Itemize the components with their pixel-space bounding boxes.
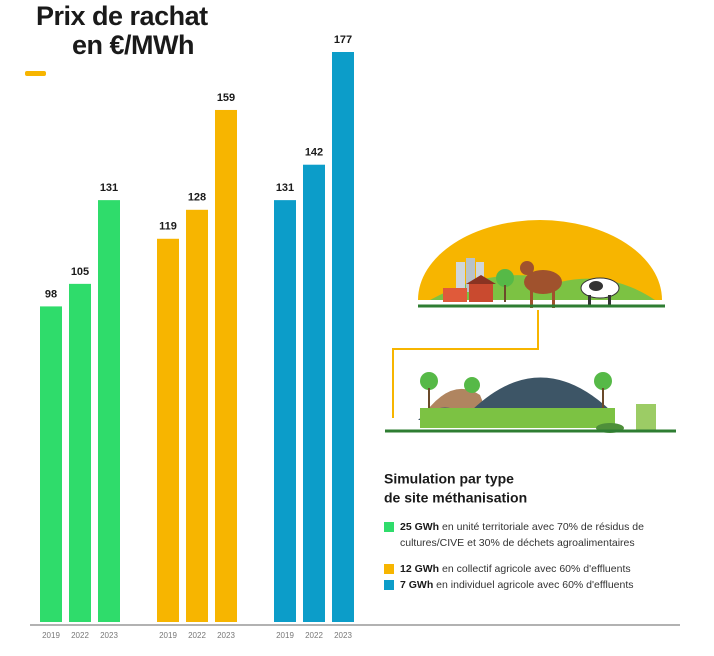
bar [157, 238, 179, 622]
bar [215, 109, 237, 622]
value-label: 128 [188, 192, 206, 204]
bar [274, 200, 296, 622]
bar [332, 52, 354, 622]
x-tick-label: 2019 [276, 631, 294, 640]
x-tick-label: 2023 [217, 631, 235, 640]
legend-entry: 7 GWh en individuel agricole avec 60% d'… [400, 579, 634, 591]
legend-entry: cultures/CIVE et 30% de déchets agroalim… [400, 537, 635, 549]
bar [98, 200, 120, 622]
value-label: 177 [334, 34, 352, 46]
bar [303, 164, 325, 623]
illustration [385, 220, 676, 433]
value-label: 159 [217, 92, 235, 104]
legend-swatch [384, 580, 394, 590]
x-tick-label: 2023 [100, 631, 118, 640]
legend-entry: 25 GWh en unité territoriale avec 70% de… [400, 521, 644, 533]
value-label: 119 [159, 221, 177, 233]
legend-name: 7 GWh [400, 579, 433, 591]
legend-description: cultures/CIVE et 30% de déchets agroalim… [400, 537, 635, 549]
title-accent [25, 71, 46, 76]
value-label: 142 [305, 147, 323, 159]
value-label: 131 [276, 182, 294, 194]
legend-title: Simulation par type [384, 471, 514, 487]
bar [69, 283, 91, 622]
legend-description: en individuel agricole avec 60% d'efflue… [436, 579, 633, 591]
legend-title: de site méthanisation [384, 490, 527, 506]
chart-title: en €/MWh [72, 30, 194, 60]
legend-name: 12 GWh [400, 563, 439, 575]
x-tick-label: 2019 [42, 631, 60, 640]
value-label: 105 [71, 266, 89, 278]
chart-title: Prix de rachat [36, 1, 208, 31]
legend-swatch [384, 522, 394, 532]
x-tick-label: 2022 [188, 631, 206, 640]
legend-entry: 12 GWh en collectif agricole avec 60% d'… [400, 563, 631, 575]
x-tick-label: 2022 [71, 631, 89, 640]
x-tick-label: 2019 [159, 631, 177, 640]
x-tick-label: 2023 [334, 631, 352, 640]
legend-name: 25 GWh [400, 521, 439, 533]
legend-description: en unité territoriale avec 70% de résidu… [442, 521, 644, 533]
x-tick-label: 2022 [305, 631, 323, 640]
legend-swatch [384, 564, 394, 574]
value-label: 131 [100, 182, 118, 194]
value-label: 98 [45, 288, 57, 300]
legend-description: en collectif agricole avec 60% d'effluen… [442, 563, 631, 575]
bar [186, 209, 208, 622]
bar [40, 306, 62, 622]
